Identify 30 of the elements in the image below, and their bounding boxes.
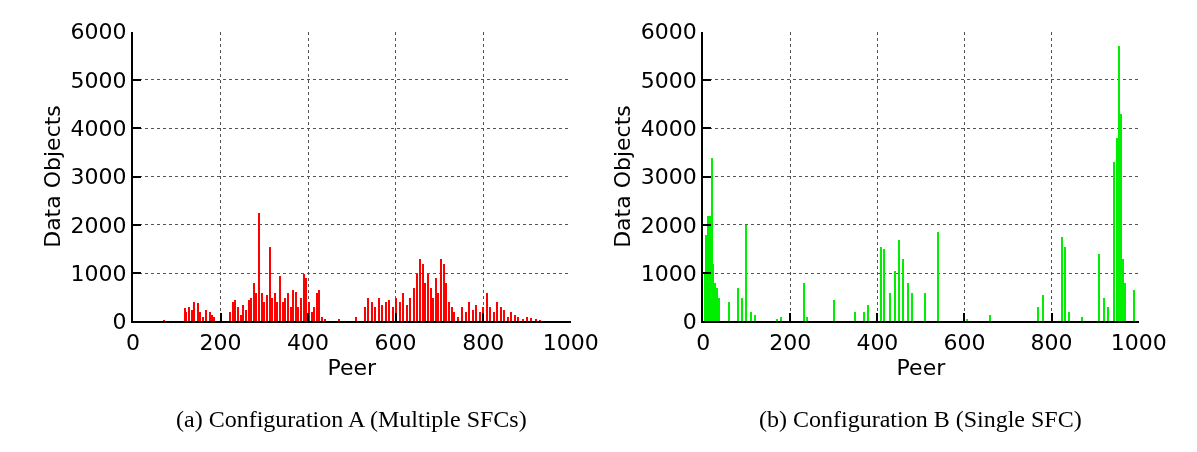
y-tick-label: 0: [682, 309, 697, 335]
x-tick-label: 200: [199, 329, 242, 355]
x-tick-label: 800: [462, 329, 505, 355]
x-tick-label: 400: [287, 329, 330, 355]
y-tick-label: 5000: [70, 67, 127, 93]
y-tick-label: 6000: [70, 19, 127, 45]
y-tick-label: 5000: [640, 67, 697, 93]
x-tick-label: 600: [374, 329, 417, 355]
x-tick-label: 400: [856, 329, 899, 355]
y-tick-label: 4000: [640, 115, 697, 141]
y-tick-label: 2000: [640, 212, 697, 238]
y-tick-label: 2000: [70, 212, 127, 238]
y-tick-label: 4000: [70, 115, 127, 141]
x-axis-title: Peer: [327, 354, 378, 380]
x-tick-label: 1000: [542, 329, 599, 355]
text: (b) Configuration B (Single SFC): [759, 406, 1082, 432]
x-tick-label: 800: [1030, 329, 1073, 355]
y-tick-label: 3000: [640, 164, 697, 190]
x-axis-title: Peer: [896, 354, 947, 380]
y-tick-label: 1000: [70, 260, 127, 286]
y-tick-label: 0: [112, 309, 127, 335]
x-tick-label: 1000: [1110, 329, 1167, 355]
text: (a) Configuration A (Multiple SFCs): [176, 406, 527, 432]
y-axis-title: Data Objects: [39, 105, 65, 248]
x-tick-label: 200: [769, 329, 812, 355]
y-tick-label: 6000: [640, 19, 697, 45]
y-axis-title: Data Objects: [610, 105, 636, 248]
y-tick-label: 1000: [640, 260, 697, 286]
x-tick-label: 600: [943, 329, 986, 355]
y-tick-label: 3000: [70, 164, 127, 190]
